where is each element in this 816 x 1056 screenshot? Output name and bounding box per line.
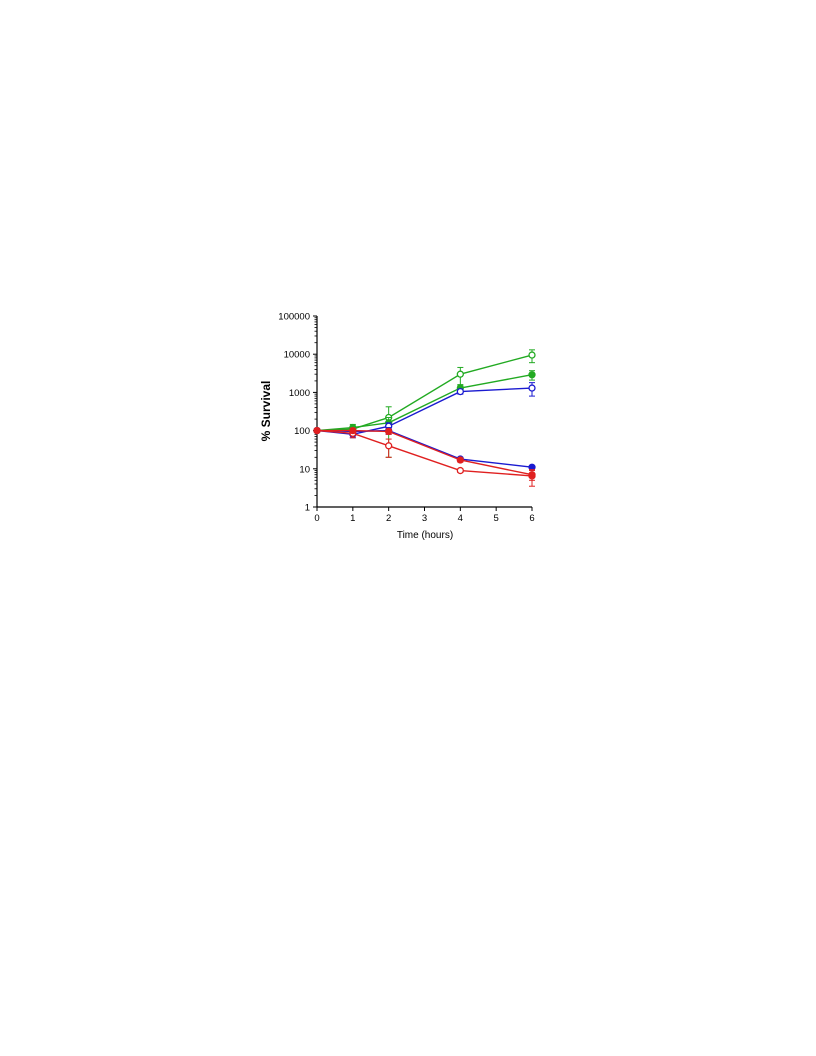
x-tick-label: 4 [458,513,463,524]
data-point [456,387,464,396]
y-tick-label: 10 [299,464,310,475]
y-tick-label: 100 [294,426,310,437]
series-line [316,429,533,477]
data-point [528,351,536,359]
y-tick-label: 1000 [289,388,310,399]
data-point [456,370,464,378]
data-point [385,427,393,436]
series-line [317,429,533,476]
x-tick-label: 0 [314,513,319,524]
y-axis-title: % Survival [259,381,273,442]
data-point [456,456,464,464]
series-5 [313,426,536,481]
data-point [528,384,536,392]
data-point [528,371,536,379]
x-tick-label: 6 [529,513,534,524]
y-tick-label: 100000 [278,312,310,323]
data-point [528,471,536,479]
x-tick-label: 1 [350,513,355,524]
x-tick-label: 3 [422,513,427,524]
y-tick-label: 10000 [284,350,310,361]
chart-axes [316,316,532,508]
data-point [349,426,357,435]
data-point [313,426,321,435]
x-tick-label: 5 [494,513,499,524]
series-line [316,429,533,468]
data-series [313,349,536,487]
series-4 [313,426,536,487]
series-line [316,374,533,432]
series-0 [313,349,536,458]
data-point [456,466,464,475]
series-line [316,354,533,432]
y-tick-label: 1 [305,503,310,514]
series-1 [313,370,536,435]
x-axis-title: Time (hours) [397,530,453,541]
data-point [385,442,393,450]
x-tick-label: 2 [386,513,391,524]
